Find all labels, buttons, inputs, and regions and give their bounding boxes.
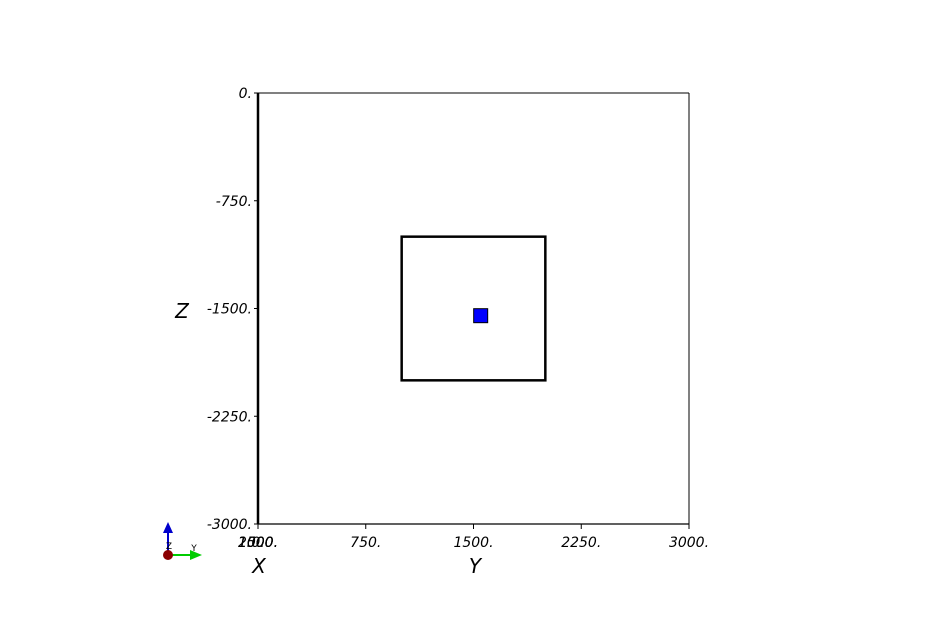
orient-y-arrow-icon bbox=[190, 550, 202, 560]
x-tick-label-overlap: 2000. bbox=[238, 535, 278, 551]
orient-y-label: Y bbox=[190, 544, 197, 554]
region-rectangle bbox=[400, 235, 547, 382]
x-tick-label: 1500. bbox=[453, 535, 493, 551]
data-point bbox=[473, 308, 489, 324]
tick-marks bbox=[254, 92, 690, 529]
x-tick-label: 2250. bbox=[561, 535, 601, 551]
x-axis-side-title: X bbox=[251, 554, 267, 578]
orient-z-arrow-icon bbox=[163, 522, 173, 533]
x-tick-label-overlap: 1000. bbox=[238, 535, 278, 551]
orient-z-label: Z bbox=[166, 542, 172, 552]
y-tick-label: -750. bbox=[216, 194, 252, 210]
y-tick-label: 0. bbox=[239, 86, 252, 102]
y-axis-title: Z bbox=[174, 299, 190, 323]
orient-x-dot-icon bbox=[163, 550, 173, 560]
y-tick-label: -2250. bbox=[207, 409, 252, 425]
x-axis-title: Y bbox=[469, 554, 483, 578]
x-tick-label: 0. bbox=[251, 535, 264, 551]
y-tick-label: -3000. bbox=[207, 517, 252, 533]
x-tick-labels: 0. 750. 1500. 2250. 3000.1000.1500.2000. bbox=[238, 535, 709, 551]
data-layer bbox=[400, 235, 547, 382]
x-tick-label-overlap: 1500. bbox=[238, 535, 278, 551]
x-tick-label: 3000. bbox=[669, 535, 709, 551]
y-tick-labels: 0. -750. -1500. -2250. -3000. bbox=[207, 86, 252, 533]
y-tick-label: -1500. bbox=[207, 302, 252, 318]
x-tick-label: 750. bbox=[350, 535, 381, 551]
